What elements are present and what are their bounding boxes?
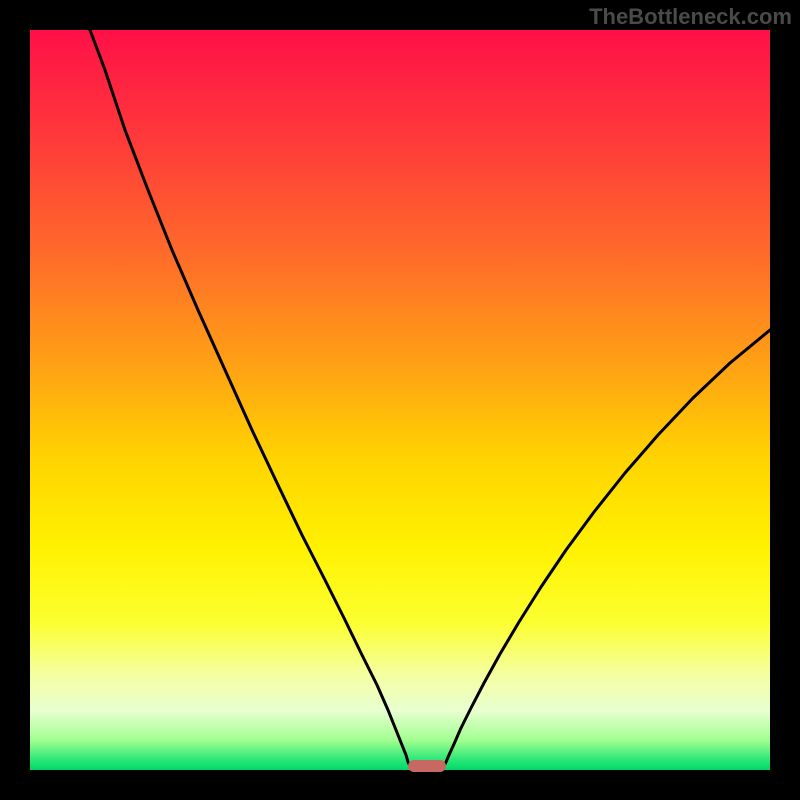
bottleneck-curves xyxy=(30,30,770,770)
chart-container: TheBottleneck.com xyxy=(0,0,800,800)
plot-area xyxy=(30,30,770,770)
watermark-text: TheBottleneck.com xyxy=(589,4,792,30)
bottleneck-marker xyxy=(408,760,446,772)
